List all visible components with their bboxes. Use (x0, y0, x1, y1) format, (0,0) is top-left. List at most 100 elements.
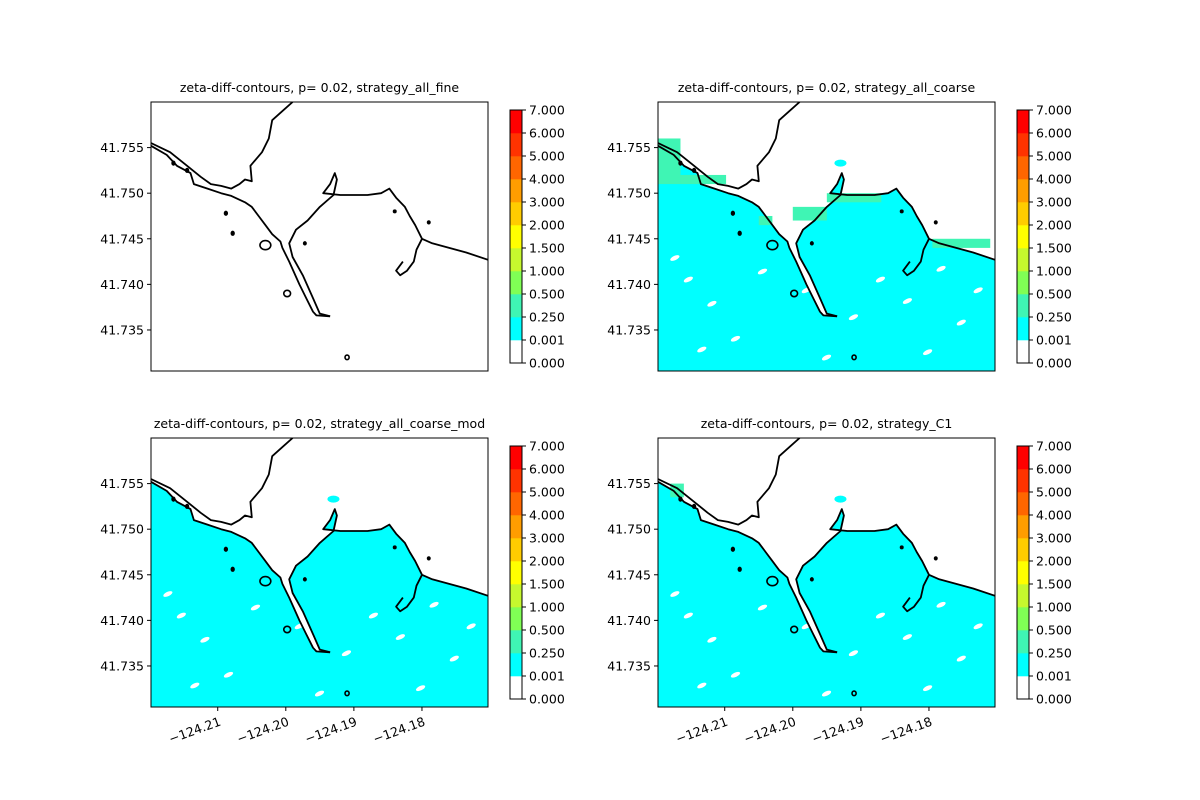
colorbar-tick-label: 1.000 (1036, 264, 1072, 279)
colorbar-tick-label: 2.000 (529, 554, 565, 569)
zero-gap (757, 604, 768, 611)
zero-gap (200, 636, 210, 643)
zero-gap (415, 685, 426, 692)
zero-gap (848, 314, 859, 321)
coastline-main (151, 481, 331, 654)
island (230, 230, 235, 236)
x-tick-label: −124.20 (235, 714, 291, 747)
colorbar-segment (1017, 133, 1029, 157)
colorbar-tick-label: 1.500 (1036, 577, 1072, 592)
colorbar-segment (510, 340, 522, 364)
x-tick-label: −124.18 (878, 714, 934, 747)
y-tick-label: 41.750 (100, 522, 144, 537)
island (933, 220, 938, 225)
island (230, 566, 235, 572)
island (344, 354, 350, 361)
y-tick-label: 41.745 (100, 231, 144, 246)
island (851, 354, 857, 361)
colorbar-segment (510, 294, 522, 318)
colorbar-segment (510, 676, 522, 700)
subplot-title: zeta-diff-contours, p= 0.02, strategy_al… (154, 416, 485, 431)
plot-area (658, 102, 995, 371)
level-patch (758, 215, 773, 226)
y-tick-label: 41.755 (607, 476, 651, 491)
coastline-north (658, 438, 801, 526)
colorbar-tick-label: 7.000 (1036, 103, 1072, 118)
zero-gap (902, 634, 913, 640)
zero-gap (223, 671, 234, 678)
level-patch (932, 238, 991, 248)
colorbar-tick-label: 3.000 (529, 531, 565, 546)
colorbar-segment (510, 133, 522, 157)
colorbar-frame (1016, 445, 1030, 700)
colorbar-segment (510, 469, 522, 493)
coastline-harbor (395, 238, 423, 277)
colorbar-tick-label: 2.000 (1036, 554, 1072, 569)
zero-gap (670, 591, 680, 597)
island (730, 546, 736, 552)
colorbar-tick-label: 0.500 (529, 623, 565, 638)
colorbar-tick-label: 0.000 (529, 356, 565, 371)
axes-frame (657, 437, 996, 708)
island (691, 503, 697, 510)
colorbar-segment (510, 202, 522, 226)
colorbar: 0.000 0.001 0.250 0.500 1.000 1.500 2.000 3.000… (1016, 439, 1072, 707)
coastline-harbor (902, 574, 930, 613)
colorbar-tick-label: 0.001 (1036, 669, 1072, 684)
zero-gap (368, 612, 379, 619)
island (426, 220, 431, 225)
x-tick-label: −124.19 (303, 714, 359, 747)
colorbar-segment (1017, 156, 1029, 180)
y-tick-label: 41.750 (100, 186, 144, 201)
plot-area (658, 438, 995, 707)
colorbar-tick-label: 0.001 (529, 333, 565, 348)
zero-gap (395, 634, 406, 640)
x-tick-label: −124.21 (167, 714, 223, 747)
coastline-north (151, 438, 294, 526)
zero-gap (176, 612, 186, 619)
coastline-spit (795, 172, 995, 318)
colorbar-segment (1017, 294, 1029, 318)
colorbar-tick-label: 1.000 (529, 600, 565, 615)
island (302, 241, 307, 246)
island (678, 496, 683, 502)
zero-gap (683, 276, 693, 283)
y-tick-label: 41.740 (100, 613, 144, 628)
colorbar-segment (1017, 317, 1029, 341)
colorbar-tick-label: 3.000 (529, 195, 565, 210)
colorbar-tick-label: 0.000 (1036, 692, 1072, 707)
colorbar-segment (1017, 492, 1029, 516)
colorbar-segment (510, 584, 522, 608)
colorbar-tick-label: 0.250 (1036, 646, 1072, 661)
x-tick-label: −124.18 (371, 714, 427, 747)
island (344, 690, 350, 697)
island (691, 167, 697, 174)
colorbar-frame (509, 109, 523, 364)
level-patch (680, 174, 727, 185)
subplot-2: zeta-diff-contours, p= 0.02, strategy_al… (607, 80, 1072, 372)
colorbar-segment (1017, 561, 1029, 585)
zero-gap (670, 255, 680, 261)
colorbar-tick-label: 6.000 (529, 462, 565, 477)
coastline-main (658, 481, 838, 654)
y-tick-label: 41.750 (607, 186, 651, 201)
island (730, 210, 736, 216)
colorbar-segment (510, 156, 522, 180)
island (809, 577, 814, 582)
zero-gap (821, 690, 832, 697)
colorbar-frame (1016, 109, 1030, 364)
colorbar-tick-label: 4.000 (1036, 172, 1072, 187)
island (933, 556, 938, 561)
colorbar-tick-label: 5.000 (1036, 485, 1072, 500)
island (737, 230, 742, 236)
colorbar-tick-label: 6.000 (529, 126, 565, 141)
zero-gap (922, 685, 933, 692)
zero-gap (730, 335, 741, 342)
colorbar-segment (510, 561, 522, 585)
zero-gap (190, 682, 200, 689)
zero-gap (848, 650, 859, 657)
colorbar-tick-label: 5.000 (529, 149, 565, 164)
colorbar-segment (1017, 538, 1029, 562)
colorbar-tick-label: 0.001 (529, 669, 565, 684)
island (302, 577, 307, 582)
